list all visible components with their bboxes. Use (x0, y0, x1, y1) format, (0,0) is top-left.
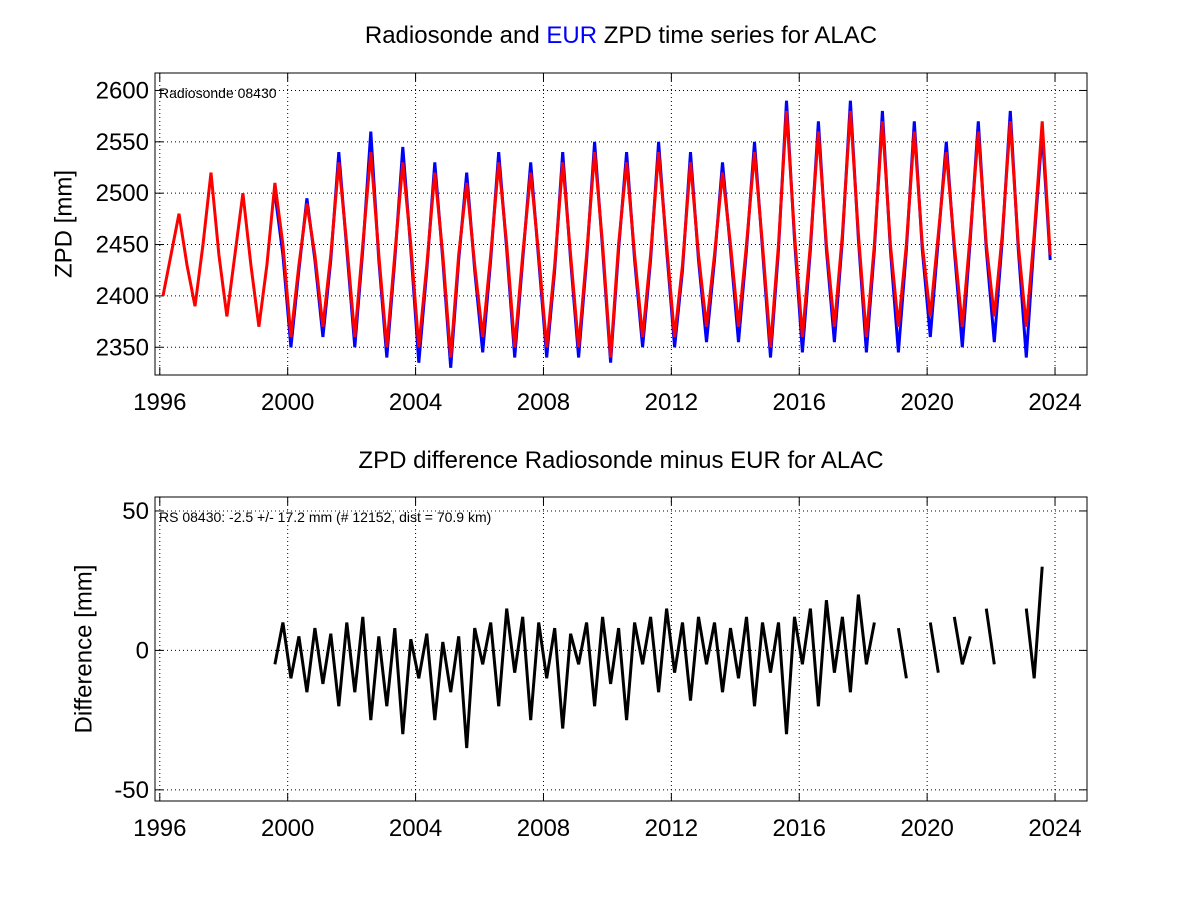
x-tick-label: 2020 (900, 815, 953, 842)
x-tick-label: 2024 (1028, 389, 1081, 416)
y-tick-label: -50 (114, 777, 149, 804)
series-line (896, 627, 908, 679)
title-part: Radiosonde and (365, 22, 546, 49)
y-tick-label: 2600 (96, 77, 149, 104)
x-tick-label: 2004 (389, 815, 442, 842)
subplot: ZPD difference Radiosonde minus EUR for … (70, 447, 1088, 842)
series-line (928, 622, 940, 673)
y-tick-label: 0 (136, 637, 149, 664)
y-tick-label: 2450 (96, 232, 149, 259)
subplot: Radiosonde and EUR ZPD time series for A… (50, 22, 1088, 416)
series-line (984, 608, 996, 665)
y-tick-label: 2500 (96, 180, 149, 207)
x-tick-label: 2000 (261, 815, 314, 842)
y-tick-label: 2550 (96, 129, 149, 156)
axes-frame (154, 72, 1088, 376)
series-line (161, 110, 1052, 358)
x-tick-label: 2012 (645, 389, 698, 416)
x-tick-label: 2020 (900, 389, 953, 416)
x-tick-label: 2024 (1028, 815, 1081, 842)
y-tick-label: 2350 (96, 334, 149, 361)
x-tick-label: 2008 (517, 389, 570, 416)
title-part: EUR (546, 22, 597, 49)
y-tick-label: 2400 (96, 283, 149, 310)
x-tick-label: 2016 (773, 389, 826, 416)
x-tick-label: 1996 (133, 389, 186, 416)
chart-title: Radiosonde and EUR ZPD time series for A… (365, 22, 877, 49)
y-tick-label: 50 (122, 498, 149, 525)
title-part: ZPD time series for ALAC (597, 22, 877, 49)
x-tick-label: 2012 (645, 815, 698, 842)
y-axis-label: ZPD [mm] (50, 170, 77, 278)
series-line (952, 616, 972, 665)
chart-title: ZPD difference Radiosonde minus EUR for … (358, 447, 883, 474)
series-line (1024, 566, 1044, 679)
annotation: Radiosonde 08430 (159, 85, 277, 101)
x-tick-label: 2016 (773, 815, 826, 842)
x-tick-label: 2004 (389, 389, 442, 416)
x-tick-label: 2008 (517, 815, 570, 842)
annotation: RS 08430: -2.5 +/- 17.2 mm (# 12152, dis… (159, 509, 491, 525)
x-tick-label: 2000 (261, 389, 314, 416)
x-tick-label: 1996 (133, 815, 186, 842)
y-axis-label: Difference [mm] (70, 565, 97, 734)
series-line (273, 594, 876, 749)
axes-frame (154, 496, 1088, 802)
title-part: ZPD difference Radiosonde minus EUR for … (358, 447, 883, 474)
